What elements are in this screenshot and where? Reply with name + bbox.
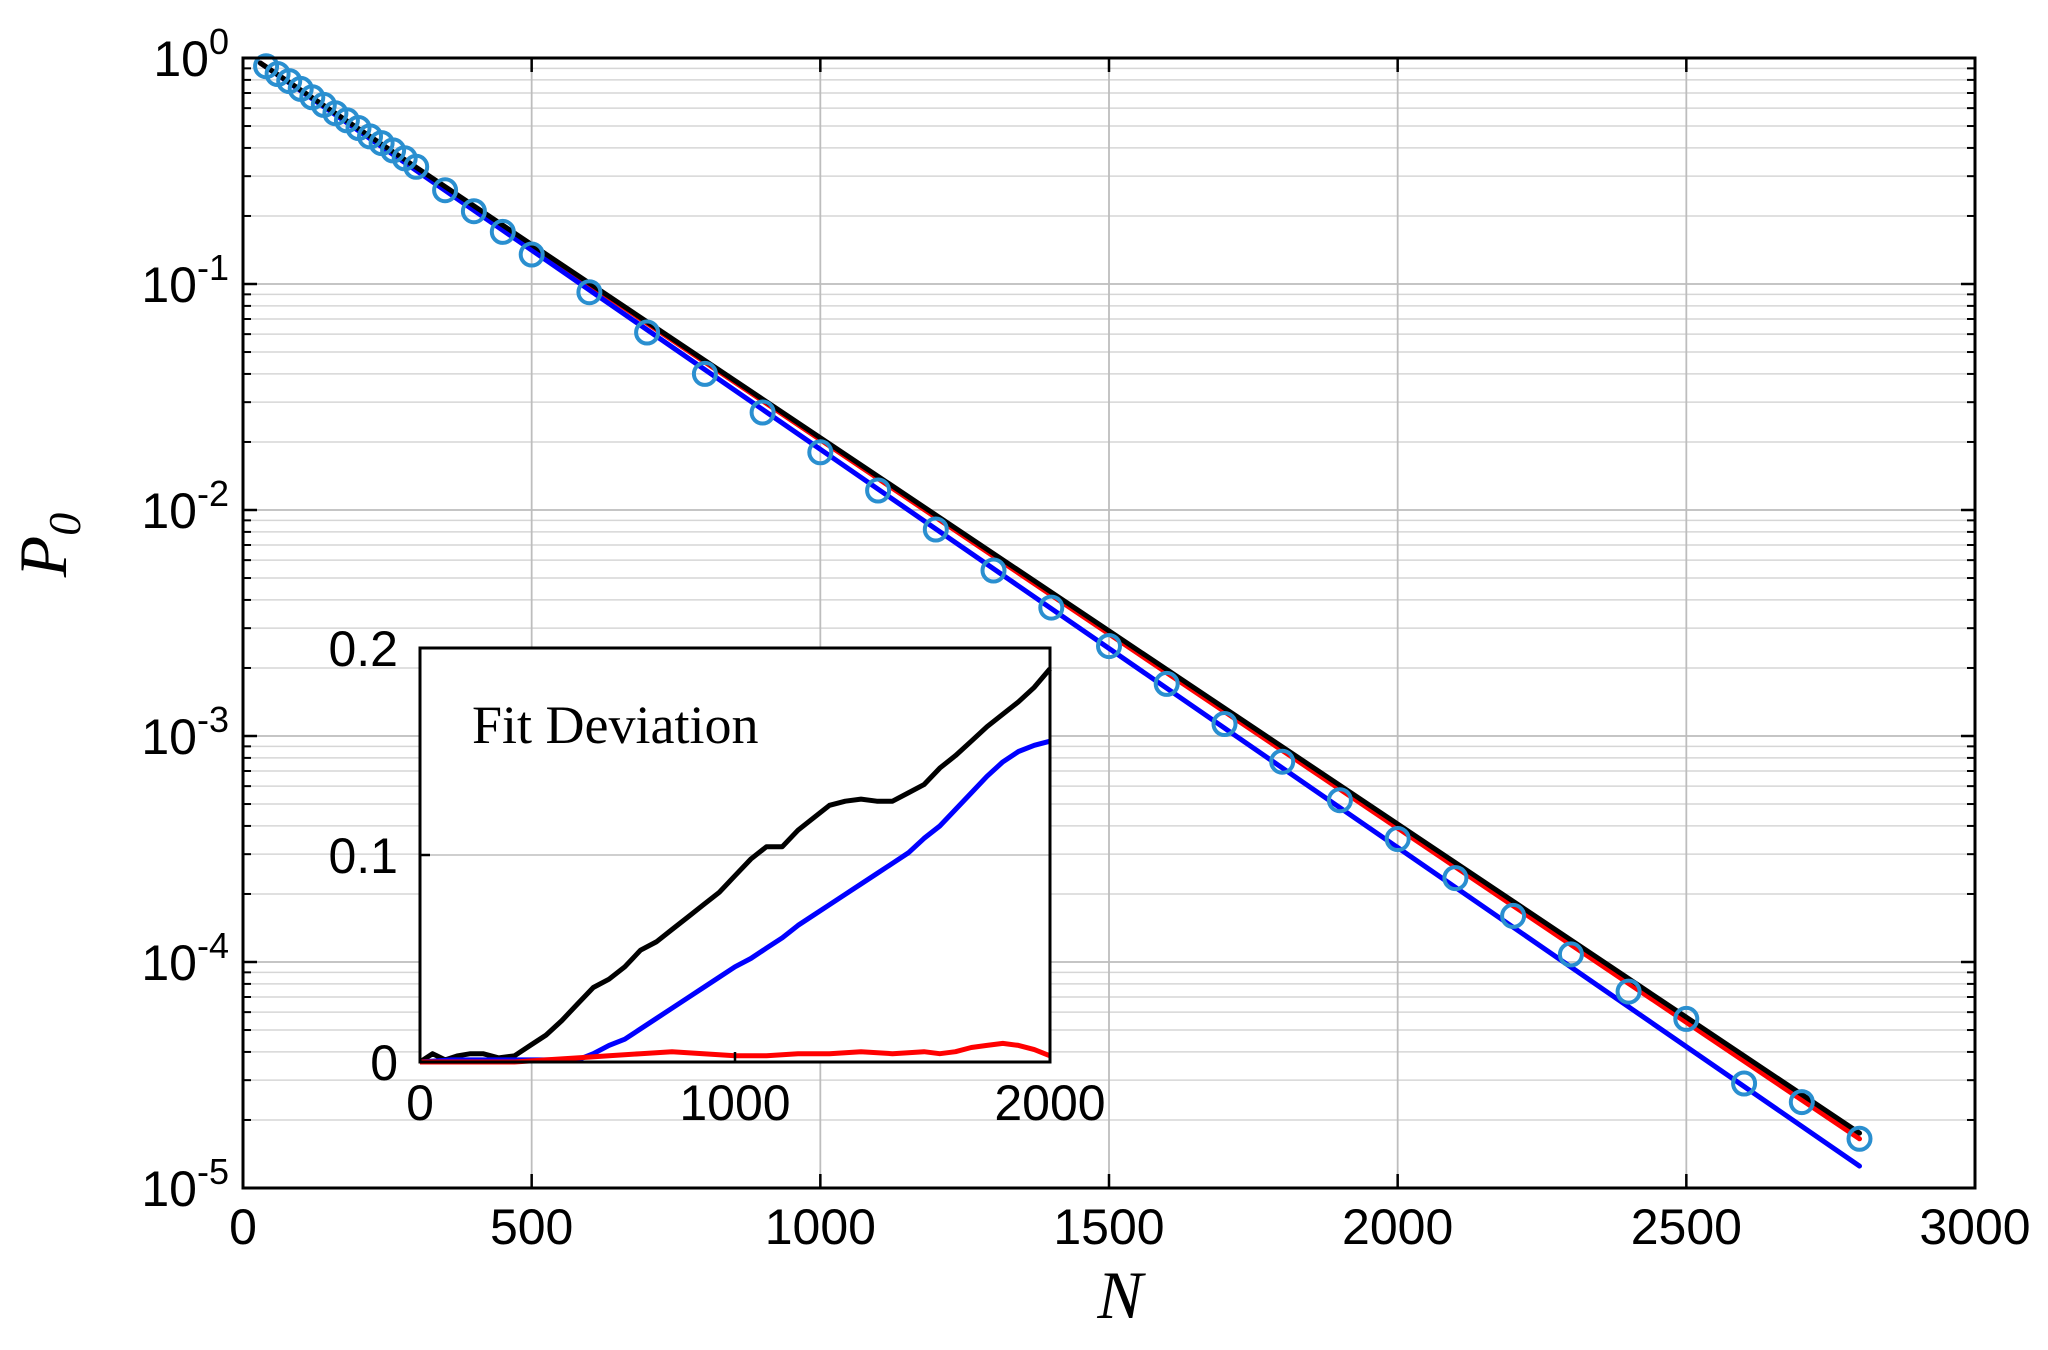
data-point (1846, 1125, 1873, 1152)
data-point (1326, 787, 1353, 814)
data-point (1731, 1070, 1758, 1097)
data-point (1557, 941, 1584, 968)
x-tick-label: 3000 (1919, 1199, 2030, 1255)
data-point (634, 319, 661, 346)
y-axis-label-base: P (5, 536, 81, 579)
data-point (1442, 865, 1469, 892)
inset-x-tick-label: 1000 (679, 1075, 790, 1131)
data-point (922, 516, 949, 543)
data-point (691, 360, 718, 387)
x-tick-label: 2000 (1342, 1199, 1453, 1255)
x-tick-label: 2500 (1631, 1199, 1742, 1255)
inset-y-tick-label: 0.2 (328, 621, 398, 677)
y-tick-label: 100 (153, 21, 229, 87)
data-point (489, 218, 516, 245)
inset-y-tick-label: 0.1 (328, 828, 398, 884)
y-axis-label: P0 (5, 513, 90, 579)
data-point (1153, 670, 1180, 697)
x-tick-label: 1000 (765, 1199, 876, 1255)
y-tick-label: 10-4 (141, 925, 229, 991)
data-point (1615, 978, 1642, 1005)
inset-series-line-black (418, 667, 1052, 1065)
data-point (1269, 748, 1296, 775)
inset-x-tick-label: 0 (406, 1075, 434, 1131)
main-ticks (241, 56, 1977, 1190)
inset-series-line-red (420, 1040, 1051, 1065)
y-tick-label: 10-2 (141, 473, 229, 539)
data-point (1384, 826, 1411, 852)
data-point (980, 557, 1007, 584)
x-axis-label: N (1096, 1257, 1146, 1333)
inset-tick-labels: 0 1000 2000 0 0.1 0.2 (328, 621, 1105, 1131)
inset-ticks (418, 646, 1052, 1064)
data-point (749, 399, 776, 426)
main-tick-labels: 0 500 1000 1500 2000 2500 3000 100 10-1 10-2 10-3 1… (141, 21, 2030, 1255)
inset-x-tick-label: 2000 (994, 1075, 1105, 1131)
data-point (1211, 711, 1238, 737)
data-point (1673, 1005, 1700, 1032)
data-point (518, 241, 545, 268)
data-point (865, 477, 892, 504)
data-point (1788, 1089, 1815, 1116)
y-tick-label: 10-3 (141, 699, 229, 765)
data-point (432, 177, 459, 204)
y-axis-label-subscript: 0 (39, 513, 90, 536)
data-point (807, 439, 834, 466)
y-tick-label: 10-5 (141, 1151, 229, 1217)
inset-title: Fit Deviation (472, 695, 758, 755)
svg-text:P0: P0 (5, 513, 90, 579)
data-point (1500, 902, 1527, 929)
data-point (1096, 633, 1122, 660)
x-tick-label: 1500 (1053, 1199, 1164, 1255)
x-tick-label: 0 (229, 1199, 257, 1255)
data-point (576, 279, 603, 306)
inset-series (418, 667, 1052, 1065)
y-tick-label: 10-1 (141, 247, 229, 313)
inset-y-tick-label: 0 (370, 1035, 398, 1091)
data-point (460, 198, 487, 225)
data-point (1038, 594, 1065, 621)
data-point (403, 153, 430, 180)
x-tick-label: 500 (490, 1199, 573, 1255)
main-markers (253, 53, 1873, 1152)
